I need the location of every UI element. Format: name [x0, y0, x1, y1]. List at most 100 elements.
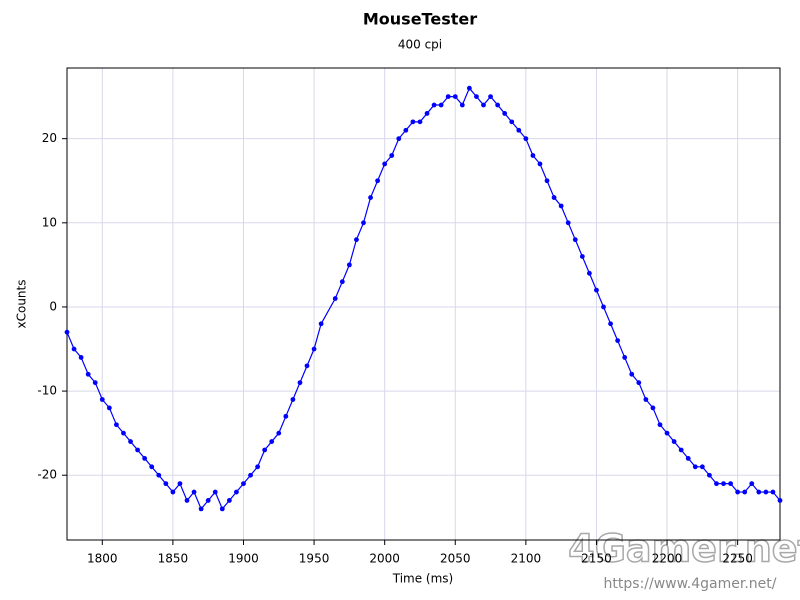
data-point	[234, 489, 239, 495]
data-point	[488, 94, 493, 100]
data-point	[99, 397, 105, 402]
data-point	[565, 220, 571, 226]
data-point	[516, 127, 522, 133]
data-point	[544, 178, 550, 184]
data-point	[572, 237, 578, 243]
data-point	[671, 439, 677, 444]
y-axis-label: xCounts	[15, 280, 29, 329]
data-point	[558, 203, 564, 209]
data-point	[530, 153, 536, 158]
data-point	[777, 498, 783, 503]
y-tick-label: -10	[37, 384, 57, 398]
data-point	[474, 94, 479, 100]
data-point	[85, 371, 91, 377]
data-point	[106, 405, 112, 411]
data-point	[318, 321, 324, 327]
data-point	[184, 498, 190, 503]
x-axis-label: Time (ms)	[392, 572, 454, 586]
data-point	[269, 439, 275, 444]
data-point	[114, 422, 119, 428]
data-point	[304, 363, 310, 369]
data-point	[361, 220, 366, 226]
data-point	[509, 119, 515, 125]
data-point	[396, 136, 402, 142]
data-point	[452, 94, 458, 100]
data-point	[332, 296, 338, 301]
data-point	[248, 472, 253, 478]
data-point	[382, 161, 388, 167]
data-point	[255, 464, 261, 470]
data-point	[678, 447, 684, 453]
x-tick-label: 1800	[87, 552, 118, 566]
y-tick-label: -20	[37, 468, 57, 482]
data-point	[608, 321, 613, 327]
x-tick-label: 2000	[369, 552, 400, 566]
data-point	[594, 287, 599, 293]
data-point	[438, 102, 444, 108]
data-point	[650, 405, 656, 411]
data-point	[685, 455, 691, 461]
x-tick-label: 1900	[228, 552, 259, 566]
data-point	[664, 430, 670, 436]
data-point	[135, 447, 140, 453]
y-tick-label: 10	[42, 215, 57, 229]
data-point	[177, 481, 183, 487]
data-point	[389, 153, 395, 158]
data-point	[311, 346, 317, 352]
data-point	[502, 111, 508, 116]
data-point	[770, 489, 776, 495]
data-point	[431, 102, 437, 108]
x-tick-label: 2100	[511, 552, 542, 566]
data-point	[149, 464, 155, 470]
chart-subtitle: 400 cpi	[398, 38, 442, 52]
data-point	[749, 481, 755, 487]
data-point	[636, 380, 642, 386]
data-point	[481, 102, 486, 108]
data-point	[643, 397, 649, 402]
data-point	[466, 85, 472, 91]
data-point	[699, 464, 705, 470]
data-point	[495, 102, 501, 108]
data-point	[276, 430, 282, 436]
data-point	[354, 237, 359, 243]
data-point	[756, 489, 762, 495]
data-point	[523, 136, 529, 142]
x-tick-label: 2200	[652, 552, 683, 566]
data-point	[121, 430, 126, 436]
watermark-logo: 4Gamer.net	[568, 527, 800, 571]
data-point	[615, 338, 621, 343]
data-point	[198, 506, 204, 512]
chart-title: MouseTester	[363, 10, 477, 29]
data-point	[721, 481, 726, 487]
plot-layer: -20 -10 0 10 20 1800 1850 1900 1950 2000 2050 2100 2…	[37, 67, 783, 566]
data-point	[290, 397, 296, 402]
data-point	[657, 422, 663, 428]
data-point	[424, 111, 430, 116]
data-point	[262, 447, 268, 453]
data-point	[339, 279, 345, 285]
data-point	[601, 304, 606, 310]
y-tick-label: 20	[42, 131, 57, 145]
data-point	[170, 489, 176, 495]
data-point	[410, 119, 416, 125]
x-tick-label: 2150	[581, 552, 612, 566]
data-point	[92, 380, 98, 386]
data-point	[445, 94, 451, 100]
data-point	[219, 506, 225, 512]
data-point	[346, 262, 352, 268]
data-point	[191, 489, 197, 495]
data-point	[714, 481, 719, 487]
watermark-url: https://www.4gamer.net/	[604, 576, 777, 592]
data-point	[205, 498, 211, 503]
data-point	[283, 413, 289, 419]
data-point	[629, 371, 635, 377]
data-point	[375, 178, 381, 184]
data-point	[586, 270, 592, 276]
data-point	[64, 329, 70, 335]
data-point	[368, 195, 373, 200]
x-tick-label: 2250	[722, 552, 753, 566]
y-tick-label: 0	[49, 299, 57, 313]
series-line	[66, 87, 781, 511]
